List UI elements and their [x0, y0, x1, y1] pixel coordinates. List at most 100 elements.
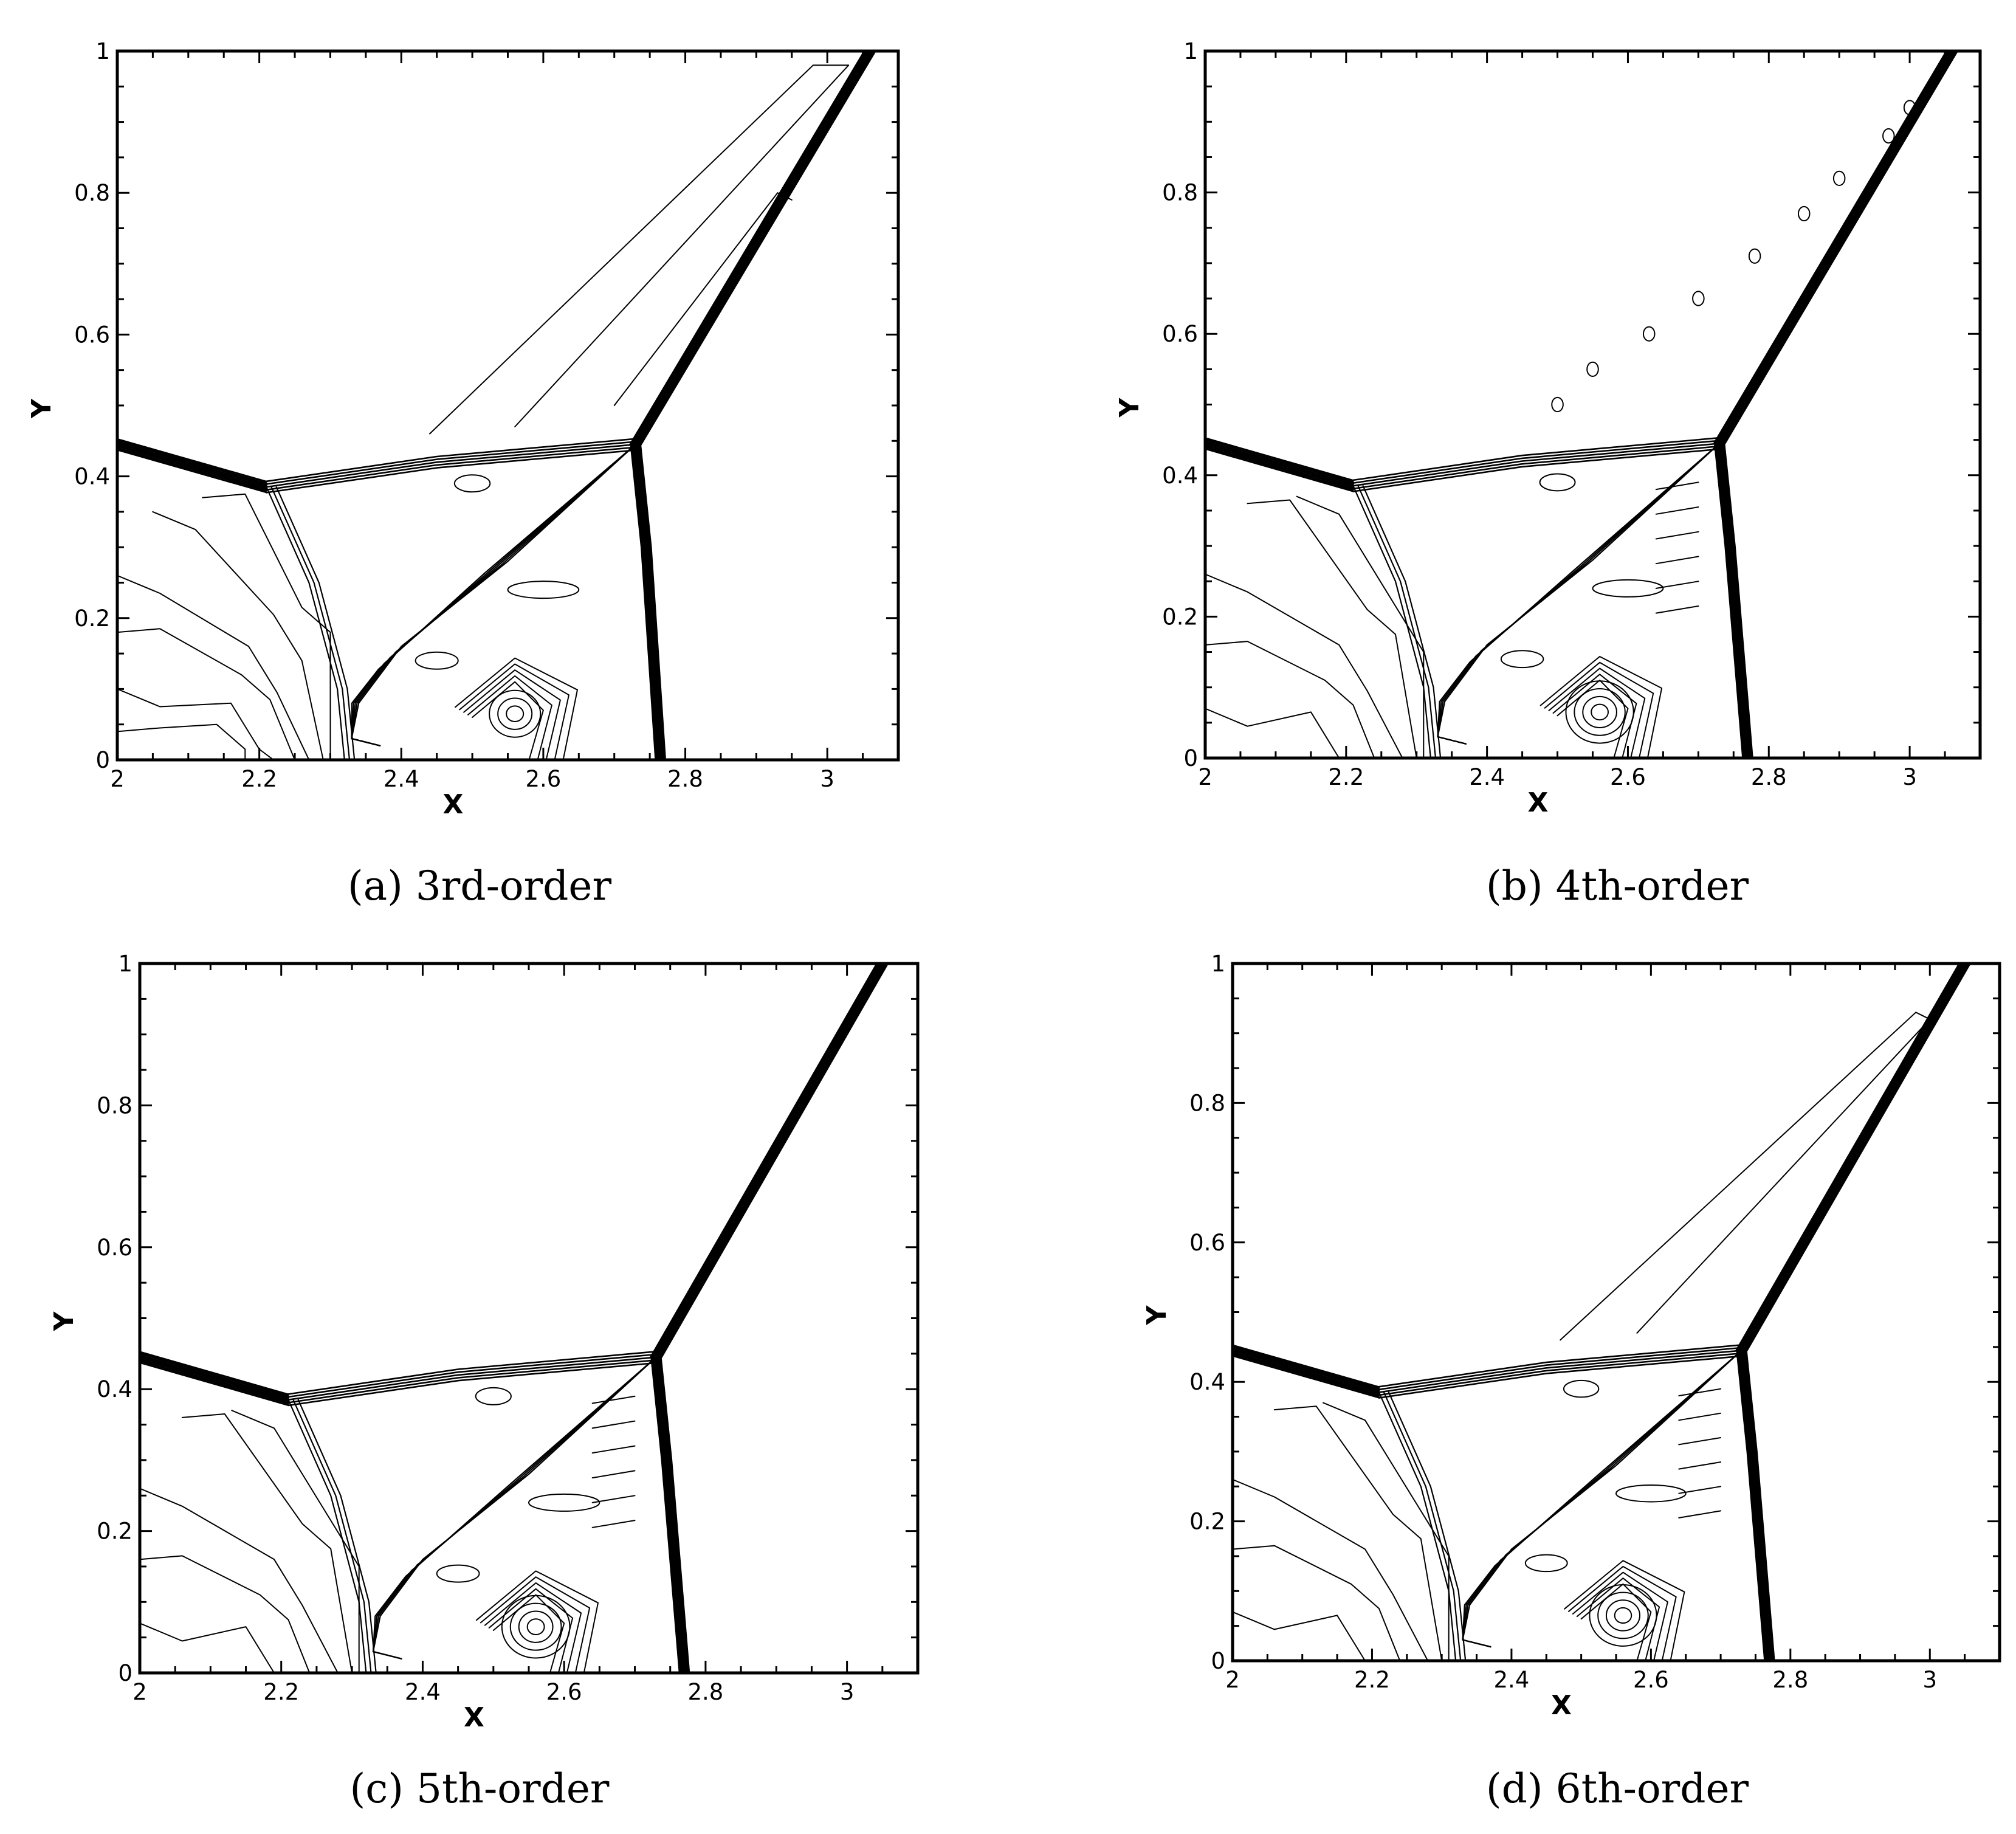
y-tick-label: 0.4 [1189, 1369, 1225, 1395]
mach-stem-line [1720, 442, 1750, 758]
reflected-shock-line [287, 1351, 657, 1395]
x-tick-label: 2.6 [1610, 764, 1646, 790]
vortex-contour [1605, 1599, 1641, 1632]
inner-contour [1615, 1484, 1687, 1503]
reflected-shock-line [1352, 445, 1721, 490]
inner-contour [1592, 579, 1664, 598]
wall-jet-line [1352, 485, 1431, 758]
reflected-shock-line [287, 1353, 657, 1398]
left-shock-line [140, 1353, 289, 1398]
mach-stem-line [1736, 1350, 1766, 1661]
slip-line [351, 444, 636, 746]
x-tick-label: 2 [110, 766, 125, 792]
mach-stem-line [1739, 1350, 1769, 1661]
left-shock-line [1205, 439, 1354, 483]
x-axis-title: X [1528, 787, 1549, 818]
y-axis-title: Y [49, 1311, 80, 1331]
x-tick-label: 2.8 [1772, 1667, 1808, 1693]
ticks [116, 50, 900, 761]
upper-blob [1586, 361, 1599, 377]
striation-contour [591, 1470, 636, 1479]
vortex-contour [1597, 1591, 1649, 1639]
x-tick-label: 3 [1922, 1667, 1937, 1693]
incident-shock-line [636, 51, 873, 446]
fan-contour [1205, 708, 1347, 758]
fan-contour [1323, 1402, 1450, 1661]
striation-contour [591, 1420, 636, 1429]
mach-stem-line [638, 443, 665, 760]
striation-contour [1678, 1388, 1722, 1397]
upper-contour [429, 64, 850, 435]
vortex-contour [501, 1594, 571, 1659]
fan-contour [117, 628, 295, 760]
striation-contour [1678, 1412, 1722, 1421]
upper-blob [1692, 291, 1705, 306]
fan-contour [1273, 1405, 1443, 1661]
x-axis-title: X [443, 789, 464, 820]
x-tick-label: 3 [840, 1679, 855, 1705]
y-tick-label: 0.4 [1162, 463, 1198, 489]
left-shock-line [117, 447, 267, 492]
x-tick-label: 2.6 [525, 766, 561, 792]
x-tick-label: 2.2 [263, 1679, 299, 1705]
inner-contour [475, 1387, 512, 1405]
panel-caption: (c) 5th-order [350, 1765, 610, 1812]
incident-shock-line [1718, 51, 1953, 445]
plot-frame [1203, 49, 1982, 760]
ticks [1231, 962, 2001, 1662]
reflected-shock-line [1352, 436, 1721, 481]
incident-shock-line [652, 964, 880, 1359]
left-shock-line [117, 440, 267, 484]
wall-jet-line [287, 1399, 367, 1673]
left-shock-line [117, 441, 267, 486]
incident-shock-line [650, 964, 878, 1359]
x-tick-label: 2.8 [667, 766, 703, 792]
inner-contour [1539, 473, 1576, 492]
reflected-shock-line [1352, 443, 1721, 487]
striation-contour [1655, 556, 1699, 565]
striation-contour [591, 1520, 636, 1528]
left-shock-line [140, 1354, 289, 1399]
y-tick-label: 0.8 [1189, 1090, 1225, 1116]
left-shock-line [1233, 1350, 1380, 1393]
mach-stem-line [630, 443, 657, 760]
upper-contour [1560, 1012, 1931, 1341]
vortex-contour [518, 1610, 554, 1643]
vortex-contour [506, 705, 525, 723]
incident-shock-line [1744, 964, 1969, 1352]
slip-line [372, 1356, 657, 1660]
rollup-contour [1580, 1583, 1652, 1661]
upper-blob [1882, 128, 1895, 144]
x-tick-label: 2.8 [687, 1679, 723, 1705]
fan-contour [1233, 1478, 1429, 1661]
panel-caption: (d) 6th-order [1486, 1765, 1749, 1812]
left-shock-line [140, 1361, 289, 1406]
x-tick-label: 2.6 [1633, 1667, 1669, 1693]
mach-stem-line [1745, 1350, 1775, 1661]
x-tick-label: 2.8 [1751, 764, 1787, 790]
vortex-contour [526, 1618, 545, 1635]
x-axis-title: X [464, 1702, 484, 1733]
vortex-contour [1614, 1607, 1632, 1624]
rollup-contour [1552, 674, 1637, 758]
mach-stem-line [635, 443, 662, 760]
ticks [139, 962, 919, 1674]
wall-jet-line [275, 486, 356, 760]
striation-contour [1655, 605, 1699, 614]
upper-blob [1551, 396, 1564, 413]
reflected-shock-line [1378, 1355, 1742, 1399]
incident-shock-line [1715, 51, 1950, 445]
reflected-shock-line [266, 441, 637, 485]
x-axis-title: X [1551, 1690, 1572, 1721]
y-tick-label: 0 [95, 747, 110, 773]
x-tick-label: 2 [1198, 764, 1213, 790]
fan-contour [152, 511, 324, 760]
vortex-contour [497, 697, 533, 730]
rollup-contour [1564, 1560, 1685, 1661]
rollup-contour [480, 1576, 591, 1673]
left-shock-line [1205, 446, 1354, 491]
striation-contour [591, 1395, 636, 1404]
panel-d: 2 2.2 2.4 2.6 2.8 3 0 0.2 0.4 0.6 0.8 1 X Y (d) 6th-or… [1141, 951, 2001, 1812]
incident-shock-line [1720, 51, 1955, 445]
fan-contour [231, 1410, 360, 1673]
